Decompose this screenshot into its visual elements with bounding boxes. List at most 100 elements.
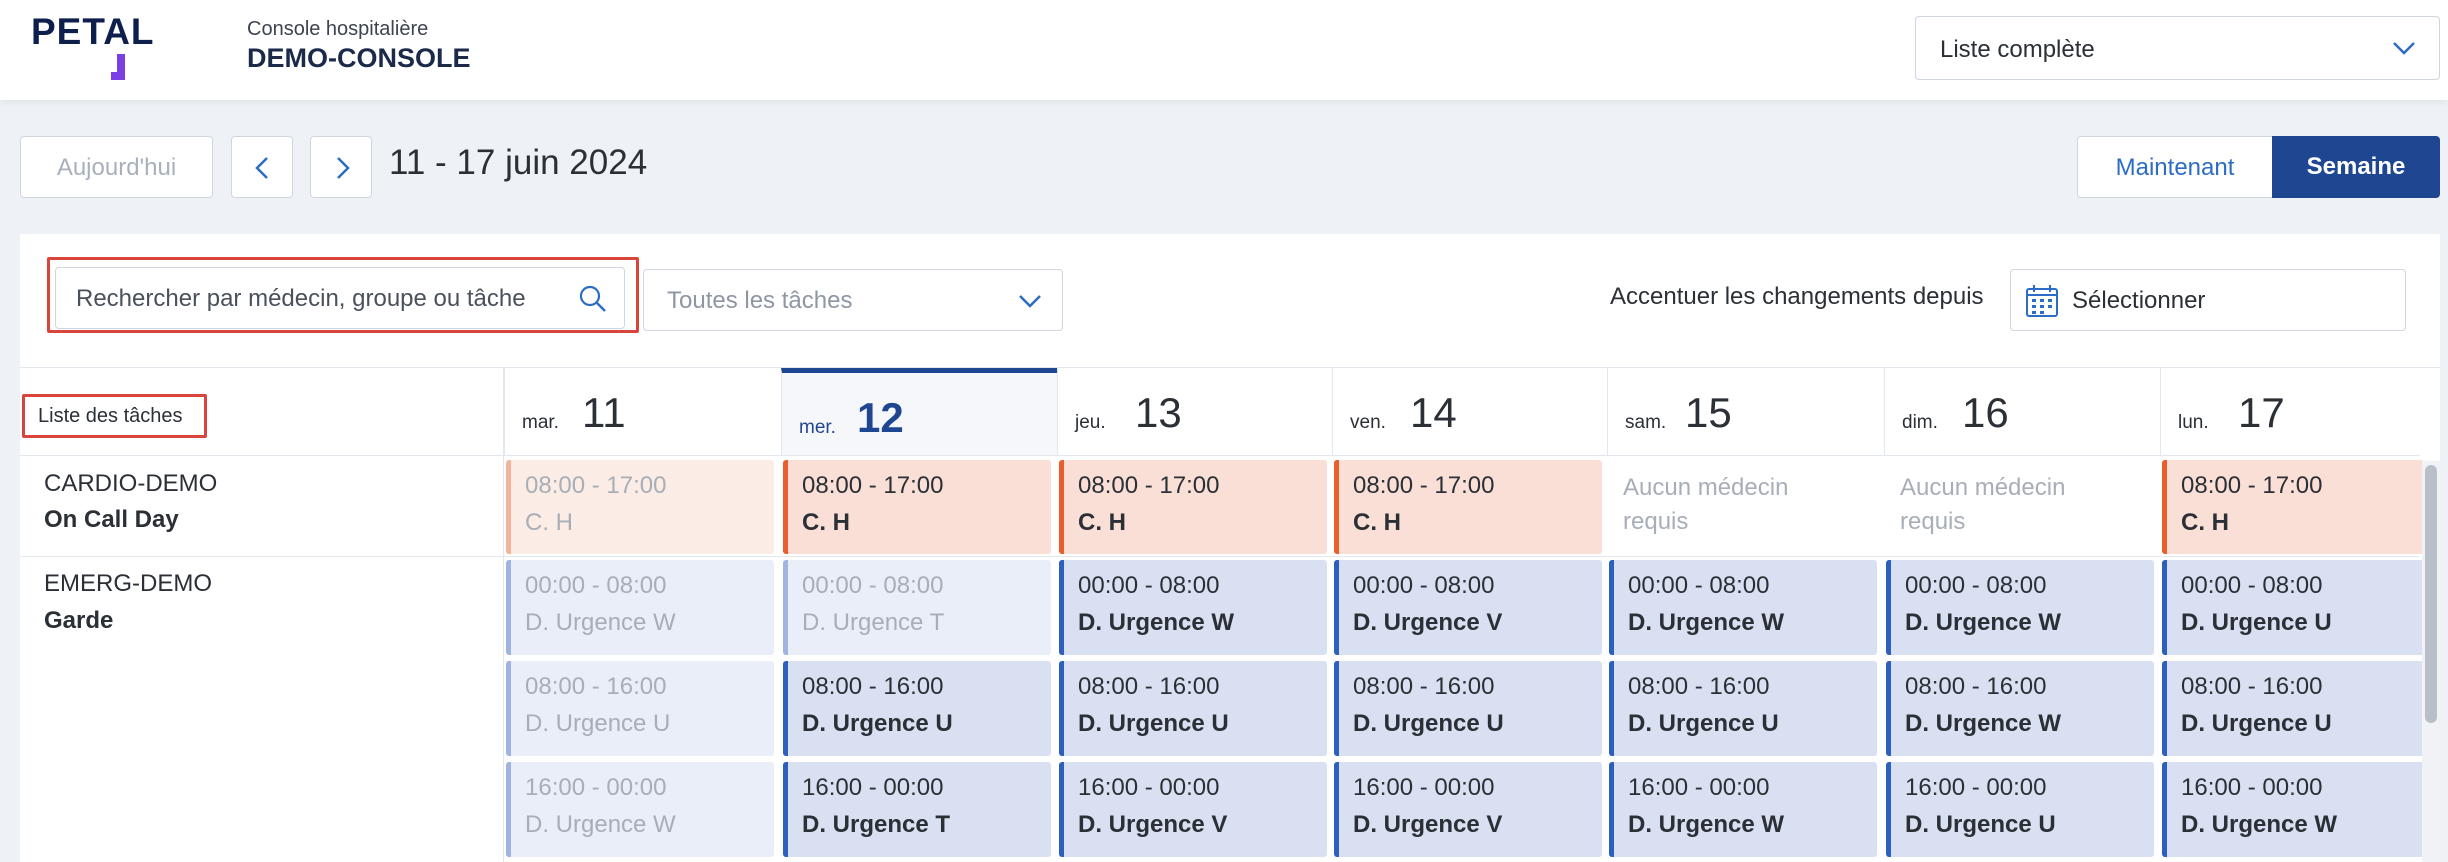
shift-time: 16:00 - 00:00 [2181, 774, 2323, 801]
shift-cell[interactable]: 08:00 - 16:00 D. Urgence U [783, 661, 1051, 756]
day-header[interactable]: mar. 11 [504, 368, 781, 456]
day-header[interactable]: ven. 14 [1332, 368, 1607, 456]
chevron-down-icon [2393, 42, 2415, 55]
shift-time: 08:00 - 16:00 [1905, 673, 2047, 700]
next-week-button[interactable] [310, 136, 372, 198]
shift-cell[interactable]: 08:00 - 17:00 C. H [506, 460, 774, 554]
day-header[interactable]: sam. 15 [1607, 368, 1884, 456]
logo-mark-icon [111, 54, 125, 80]
task-separator [20, 556, 2420, 557]
shift-cell[interactable]: 16:00 - 00:00 D. Urgence T [783, 762, 1051, 857]
shift-cell[interactable]: 16:00 - 00:00 D. Urgence V [1059, 762, 1327, 857]
today-button[interactable]: Aujourd'hui [20, 136, 213, 198]
shift-cell[interactable]: 16:00 - 00:00 D. Urgence U [1886, 762, 2154, 857]
now-button[interactable]: Maintenant [2077, 136, 2273, 198]
shift-time: 08:00 - 17:00 [1078, 472, 1220, 499]
changes-date-picker[interactable]: Sélectionner [2010, 269, 2406, 331]
day-name: lun. [2178, 412, 2209, 433]
top-bar: PETAL Console hospitalière DEMO-CONSOLE … [0, 0, 2448, 100]
empty-shift-cell[interactable]: Aucun médecin requis [1609, 460, 1877, 554]
empty-shift-cell[interactable]: Aucun médecin requis [1886, 460, 2154, 554]
day-header[interactable]: jeu. 13 [1057, 368, 1332, 456]
shift-time: 08:00 - 16:00 [1628, 673, 1770, 700]
tasks-filter-dropdown[interactable]: Toutes les tâches [643, 269, 1063, 331]
shift-cell[interactable]: 08:00 - 16:00 D. Urgence W [1886, 661, 2154, 756]
shift-doctor: D. Urgence V [1353, 811, 1503, 838]
shift-cell[interactable]: 08:00 - 17:00 C. H [2162, 460, 2424, 554]
shift-time: 00:00 - 08:00 [1905, 572, 2047, 599]
shift-cell[interactable]: 08:00 - 16:00 D. Urgence U [1334, 661, 1602, 756]
shift-time: Aucun médecin [1623, 474, 1789, 501]
petal-logo[interactable]: PETAL [31, 12, 171, 82]
shift-time: 00:00 - 08:00 [2181, 572, 2323, 599]
shift-cell[interactable]: 00:00 - 08:00 D. Urgence W [506, 560, 774, 655]
shift-cell[interactable]: 16:00 - 00:00 D. Urgence W [1609, 762, 1877, 857]
shift-doctor: D. Urgence W [1078, 609, 1235, 636]
shift-doctor: D. Urgence T [802, 609, 945, 636]
shift-time: 16:00 - 00:00 [1628, 774, 1770, 801]
shift-cell[interactable]: 16:00 - 00:00 D. Urgence W [2162, 762, 2424, 857]
grid-divider [20, 367, 2440, 368]
day-header[interactable]: lun. 17 [2160, 368, 2422, 456]
shift-doctor: D. Urgence U [802, 710, 953, 737]
week-view-button[interactable]: Semaine [2272, 136, 2440, 198]
shift-time: 00:00 - 08:00 [1353, 572, 1495, 599]
day-number: 16 [1962, 389, 2009, 436]
calendar-icon [2026, 285, 2058, 317]
shift-cell[interactable]: 00:00 - 08:00 D. Urgence T [783, 560, 1051, 655]
previous-week-button[interactable] [231, 136, 293, 198]
shift-cell[interactable]: 16:00 - 00:00 D. Urgence V [1334, 762, 1602, 857]
shift-time: 08:00 - 17:00 [525, 472, 667, 499]
date-range-title: 11 - 17 juin 2024 [389, 143, 648, 182]
shift-doctor: C. H [525, 509, 573, 536]
shift-doctor: requis [1623, 508, 1689, 535]
shift-cell[interactable]: 00:00 - 08:00 D. Urgence W [1886, 560, 2154, 655]
shift-doctor: D. Urgence W [525, 811, 676, 838]
day-number: 15 [1685, 389, 1732, 436]
day-name: mar. [522, 412, 559, 433]
shift-doctor: D. Urgence U [1905, 811, 2056, 838]
shift-doctor: requis [1900, 508, 1966, 535]
shift-time: 08:00 - 17:00 [2181, 472, 2323, 499]
task-name: Garde [44, 607, 114, 634]
day-header[interactable]: mer. 12 [781, 368, 1057, 456]
scrollbar-thumb[interactable] [2425, 465, 2437, 723]
shift-time: 08:00 - 16:00 [802, 673, 944, 700]
shift-cell[interactable]: 16:00 - 00:00 D. Urgence W [506, 762, 774, 857]
shift-cell[interactable]: 08:00 - 16:00 D. Urgence U [1059, 661, 1327, 756]
shift-doctor: D. Urgence W [1628, 609, 1785, 636]
shift-cell[interactable]: 00:00 - 08:00 D. Urgence W [1609, 560, 1877, 655]
day-name: mer. [799, 417, 836, 438]
day-name: ven. [1350, 412, 1386, 433]
shift-doctor: D. Urgence V [1078, 811, 1228, 838]
day-number: 12 [857, 394, 904, 441]
day-name: dim. [1902, 412, 1938, 433]
shift-doctor: D. Urgence W [1905, 710, 2062, 737]
shift-cell[interactable]: 00:00 - 08:00 D. Urgence V [1334, 560, 1602, 655]
week-button-label: Semaine [2306, 153, 2406, 180]
shift-cell[interactable]: 00:00 - 08:00 D. Urgence W [1059, 560, 1327, 655]
shift-time: 08:00 - 17:00 [1353, 472, 1495, 499]
search-icon[interactable] [578, 284, 608, 314]
shift-doctor: C. H [2181, 509, 2229, 536]
shift-cell[interactable]: 08:00 - 17:00 C. H [1334, 460, 1602, 554]
task-list-column: Liste des tâches [20, 368, 504, 862]
shift-cell[interactable]: 08:00 - 16:00 D. Urgence U [1609, 661, 1877, 756]
shift-cell[interactable]: 08:00 - 16:00 D. Urgence U [506, 661, 774, 756]
shift-cell[interactable]: 08:00 - 17:00 C. H [783, 460, 1051, 554]
chevron-down-icon [1019, 295, 1041, 308]
shift-doctor: D. Urgence U [1078, 710, 1229, 737]
header-separator [20, 455, 2420, 456]
shift-doctor: D. Urgence W [1628, 811, 1785, 838]
day-header[interactable]: dim. 16 [1884, 368, 2160, 456]
chevron-left-icon [255, 157, 268, 179]
shift-cell[interactable]: 00:00 - 08:00 D. Urgence U [2162, 560, 2424, 655]
day-number: 13 [1135, 389, 1182, 436]
shift-cell[interactable]: 08:00 - 17:00 C. H [1059, 460, 1327, 554]
chevron-right-icon [337, 157, 350, 179]
list-select-dropdown[interactable]: Liste complète [1915, 16, 2440, 80]
shift-cell[interactable]: 08:00 - 16:00 D. Urgence U [2162, 661, 2424, 756]
shift-time: 16:00 - 00:00 [525, 774, 667, 801]
search-input[interactable]: Rechercher par médecin, groupe ou tâche [55, 267, 625, 329]
shift-time: 08:00 - 17:00 [802, 472, 944, 499]
